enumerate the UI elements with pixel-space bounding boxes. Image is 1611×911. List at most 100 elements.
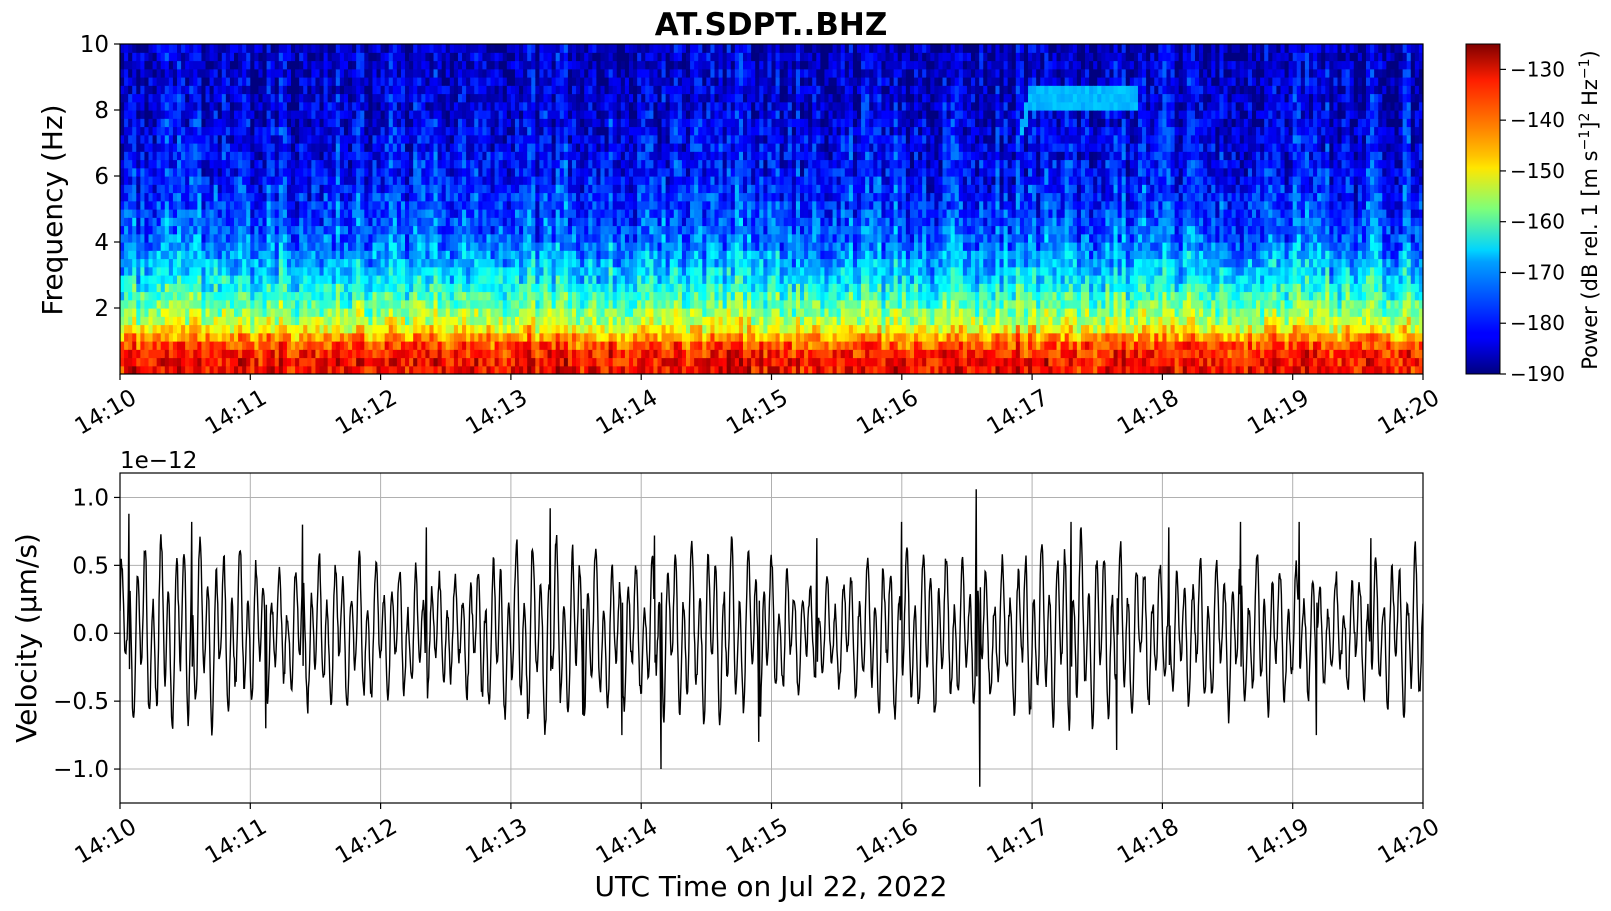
spectrogram-cell: [470, 44, 475, 53]
spectrogram-cell: [519, 283, 524, 293]
spectrogram-cell: [539, 60, 545, 70]
spectrogram-cell: [405, 85, 410, 95]
spectrogram-cell: [523, 316, 528, 326]
spectrogram-cell: [254, 151, 260, 161]
spectrogram-cell: [588, 357, 593, 367]
spectrogram-cell: [437, 365, 443, 374]
spectrogram-cell: [596, 299, 602, 309]
spectrogram-cell: [494, 184, 500, 194]
spectrogram-cell: [356, 258, 361, 268]
spectrogram-cell: [396, 68, 402, 78]
spectrogram-cell: [510, 332, 516, 342]
spectrogram-cell: [608, 217, 614, 227]
spectrogram-cell: [197, 332, 203, 342]
spectrogram-cell: [506, 209, 512, 218]
spectrogram-cell: [543, 258, 549, 268]
spectrogram-cell: [278, 349, 284, 359]
spectrogram-cell: [604, 151, 610, 161]
spectrogram-cell: [193, 242, 198, 251]
spectrogram-cell: [482, 357, 488, 367]
spectrogram-cell: [441, 159, 447, 169]
spectrogram-cell: [303, 101, 308, 111]
spectrogram-cell: [567, 101, 573, 111]
spectrogram-cell: [624, 308, 630, 317]
spectrogram-cell: [205, 44, 211, 53]
spectrogram-cell: [608, 159, 614, 169]
spectrogram-cell: [376, 291, 382, 301]
spectrogram-cell: [482, 225, 488, 235]
spectrogram-cell: [319, 324, 325, 334]
spectrogram-cell: [466, 233, 471, 243]
spectrogram-cell: [506, 275, 512, 284]
spectrogram-cell: [348, 118, 353, 128]
spectrogram-cell: [164, 365, 170, 374]
spectrogram-cell: [360, 184, 365, 194]
spectrogram-cell: [172, 258, 178, 268]
spectrogram-cell: [144, 110, 150, 119]
spectrogram-cell: [543, 93, 549, 103]
spectrogram-cell: [551, 258, 557, 268]
spectrogram-cell: [563, 299, 569, 309]
spectrogram-cell: [563, 209, 569, 218]
spectrogram-cell: [449, 85, 455, 95]
spectrogram-cell: [348, 60, 353, 70]
spectrogram-cell: [250, 291, 255, 301]
spectrogram-cell: [380, 143, 386, 152]
spectrogram-cell: [238, 118, 243, 128]
spectrogram-cell: [555, 242, 561, 251]
spectrogram-cell: [441, 242, 447, 251]
spectrogram-cell: [531, 110, 536, 119]
spectrogram-cell: [368, 77, 374, 86]
spectrogram-cell: [168, 316, 174, 326]
spectrogram-cell: [519, 209, 524, 218]
spectrogram-cell: [225, 93, 231, 103]
spectrogram-cell: [498, 52, 504, 62]
spectrogram-cell: [246, 209, 251, 218]
spectrogram-cell: [596, 110, 602, 119]
spectrogram-cell: [445, 192, 451, 202]
spectrogram-cell: [181, 341, 186, 350]
spectrogram-cell: [433, 85, 439, 95]
spectrogram-cell: [535, 225, 540, 235]
spectrogram-cell: [441, 275, 447, 284]
spectrogram-cell: [221, 93, 227, 103]
spectrogram-cell: [462, 126, 467, 136]
spectrogram-cell: [624, 93, 630, 103]
spectrogram-cell: [327, 209, 333, 218]
spectrogram-cell: [128, 60, 133, 70]
spectrogram-cell: [238, 176, 243, 185]
spectrogram-cell: [571, 242, 577, 251]
spectrogram-cell: [132, 250, 137, 260]
spectrogram-cell: [576, 258, 581, 268]
spectrogram-cell: [608, 332, 614, 342]
spectrogram-cell: [201, 151, 207, 161]
spectrogram-cell: [576, 324, 581, 334]
spectrogram-cell: [413, 126, 418, 136]
spectrogram-cell: [502, 93, 508, 103]
spectrogram-cell: [360, 266, 365, 276]
spectrogram-cell: [120, 233, 125, 243]
spectrogram-cell: [563, 134, 569, 144]
spectrogram-cell: [462, 341, 467, 350]
spectrogram-cell: [413, 167, 418, 177]
spectrogram-cell: [478, 291, 483, 301]
spectrogram-cell: [388, 68, 394, 78]
spectrogram-cell: [576, 341, 581, 350]
spectrogram-cell: [152, 250, 158, 260]
spectrogram-cell: [360, 308, 365, 317]
spectrogram-cell: [234, 52, 239, 62]
spectrogram-cell: [295, 176, 300, 185]
spectrogram-cell: [327, 242, 333, 251]
spectrogram-cell: [299, 143, 304, 152]
spectrogram-cell: [242, 242, 247, 251]
spectrogram-cell: [185, 217, 190, 227]
spectrogram-cell: [189, 110, 194, 119]
spectrogram-cell: [343, 176, 349, 185]
spectrogram-cell: [433, 332, 439, 342]
spectrogram-cell: [181, 151, 186, 161]
spectrogram-cell: [291, 242, 296, 251]
spectrogram-cell: [376, 44, 382, 53]
spectrogram-cell: [266, 151, 272, 161]
spectrogram-cell: [352, 308, 357, 317]
spectrogram-cell: [429, 77, 435, 86]
